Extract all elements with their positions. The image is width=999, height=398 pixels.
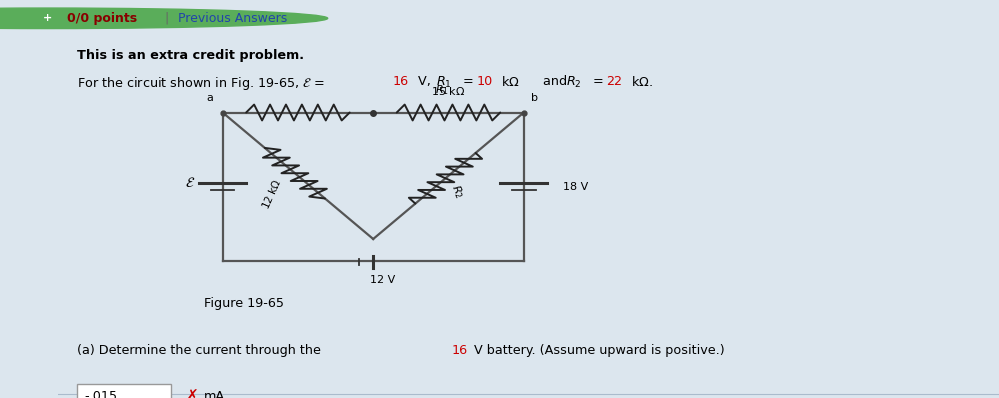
Text: 0/0 points: 0/0 points	[67, 12, 137, 25]
Text: $R_1$: $R_1$	[435, 84, 449, 98]
Text: 16: 16	[393, 74, 409, 88]
Text: k$\Omega$.: k$\Omega$.	[627, 74, 653, 89]
Text: (a) Determine the current through the: (a) Determine the current through the	[77, 344, 325, 357]
Text: 10: 10	[477, 74, 493, 88]
Text: $R_2$: $R_2$	[448, 182, 466, 200]
Text: 18 V: 18 V	[563, 181, 588, 191]
Text: 12 V: 12 V	[370, 275, 396, 285]
Text: $\mathcal{E}$: $\mathcal{E}$	[185, 176, 195, 190]
Text: V battery. (Assume upward is positive.): V battery. (Assume upward is positive.)	[471, 344, 724, 357]
Text: =: =	[588, 74, 607, 88]
Text: This is an extra credit problem.: This is an extra credit problem.	[77, 49, 304, 62]
Text: For the circuit shown in Fig. 19-65, $\mathcal{E}$ =: For the circuit shown in Fig. 19-65, $\m…	[77, 74, 327, 92]
Text: 22: 22	[606, 74, 622, 88]
Bar	[77, 384, 171, 398]
Text: $R_1$: $R_1$	[437, 74, 452, 90]
Text: =: =	[459, 74, 478, 88]
Text: a: a	[207, 94, 213, 103]
Text: b: b	[531, 94, 538, 103]
Text: k$\Omega$: k$\Omega$	[498, 74, 520, 89]
Text: 15 k$\Omega$: 15 k$\Omega$	[432, 85, 466, 98]
Text: V,: V,	[414, 74, 435, 88]
Text: Previous Answers: Previous Answers	[178, 12, 287, 25]
Circle shape	[0, 8, 328, 29]
Text: 12 k$\Omega$: 12 k$\Omega$	[260, 177, 284, 211]
Text: +: +	[43, 13, 53, 23]
Text: -.015: -.015	[84, 390, 118, 398]
Text: Figure 19-65: Figure 19-65	[204, 297, 284, 310]
Text: $R_2$: $R_2$	[566, 74, 581, 90]
Text: 16: 16	[452, 344, 468, 357]
Text: ✗: ✗	[185, 389, 198, 398]
Text: and: and	[538, 74, 571, 88]
Text: 13.: 13.	[18, 11, 43, 25]
Text: |: |	[165, 12, 169, 25]
Text: mA: mA	[204, 390, 225, 398]
